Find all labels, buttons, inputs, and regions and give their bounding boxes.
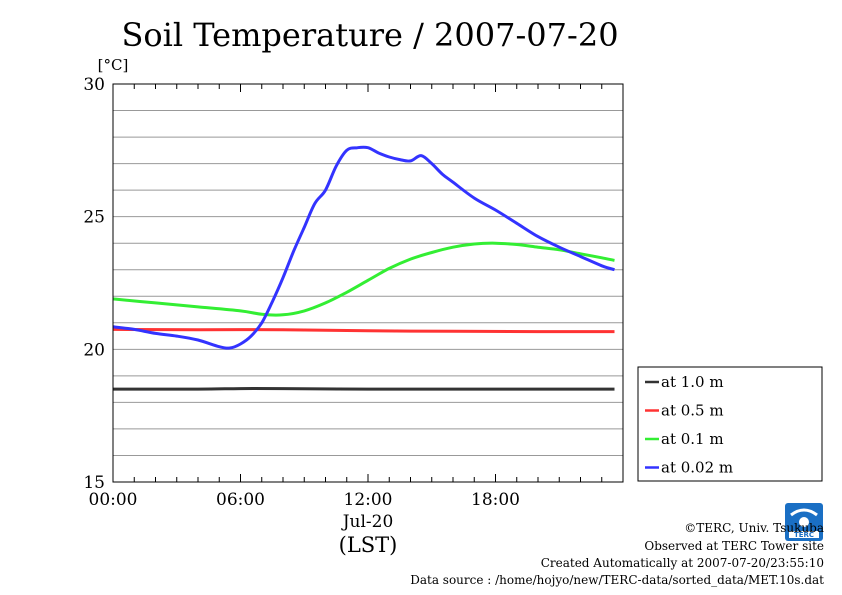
y-tick-label: 30 (83, 75, 105, 95)
legend-entry: at 1.0 m (661, 373, 724, 391)
footer-source: Data source : /home/hojyo/new/TERC-data/… (410, 573, 824, 587)
footer-created: Created Automatically at 2007-07-20/23:5… (540, 556, 824, 570)
chart-title: Soil Temperature / 2007-07-20 (121, 16, 618, 54)
x-axis-label: (LST) (339, 533, 398, 557)
date-label: Jul-20 (341, 512, 394, 532)
legend-entry: at 0.5 m (661, 402, 724, 420)
series-layer (112, 145, 615, 391)
footer-copyright: ©TERC, Univ. Tsukuba (684, 521, 824, 535)
y-tick-label: 20 (83, 340, 105, 360)
legend-entry: at 0.1 m (661, 430, 724, 448)
terc-logo-icon: TERC (783, 501, 825, 547)
legend: at 1.0 m at 0.5 m at 0.1 m at 0.02 m (637, 366, 823, 482)
x-tick-label: 18:00 (471, 490, 520, 510)
series-line-at-0-02-m (112, 145, 615, 350)
x-tick-label: 06:00 (216, 490, 265, 510)
grid-lines (113, 110, 623, 456)
legend-box (637, 366, 823, 482)
footer-site: Observed at TERC Tower site (644, 539, 824, 553)
x-tick-label: 12:00 (344, 490, 393, 510)
series-line-at-0-5-m (112, 327, 615, 334)
legend-entry: at 0.02 m (661, 459, 733, 477)
series-line-at-0-1-m (112, 241, 615, 317)
y-tick-label: 25 (83, 208, 105, 228)
y-tick-label: 15 (83, 473, 105, 493)
plot-frame (112, 83, 624, 483)
x-tick-label: 00:00 (89, 490, 138, 510)
series-line-at-1-0-m (112, 387, 615, 391)
logo-text: TERC (794, 531, 814, 539)
y-axis-unit: [°C] (98, 56, 129, 74)
axis-ticks: 15 20 25 30 00:00 06:00 12:00 18:00 (83, 75, 603, 510)
